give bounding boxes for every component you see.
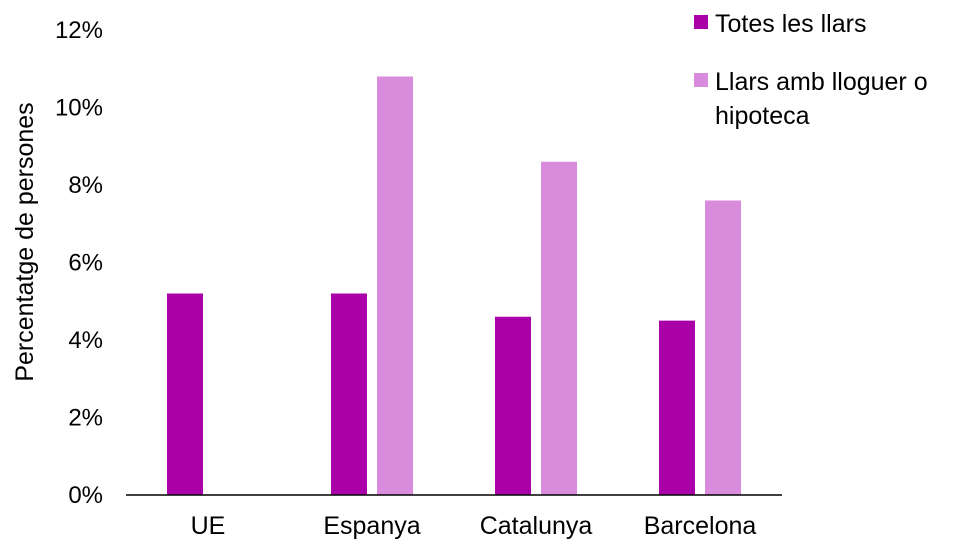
x-category-label: UE	[191, 512, 226, 540]
x-category-label: Barcelona	[644, 512, 757, 540]
y-tick-label: 10%	[55, 95, 103, 122]
bar-ue-series-1	[167, 293, 203, 495]
category-labels: UE Espanya Catalunya Barcelona	[191, 512, 757, 540]
legend-swatch	[694, 73, 708, 87]
legend-label: Llars amb lloguer o	[715, 68, 928, 96]
legend: Totes les llars Llars amb lloguer o hipote…	[694, 10, 928, 130]
legend-label: Totes les llars	[715, 10, 866, 38]
bar-barcelona-series-1	[659, 320, 695, 495]
y-tick-label: 8%	[68, 172, 103, 199]
bars	[167, 76, 741, 495]
legend-label: hipoteca	[715, 102, 810, 130]
bar-catalunya-series-2	[541, 161, 577, 495]
y-axis-label: Percentatge de persones	[11, 102, 39, 381]
y-tick-label: 4%	[68, 327, 103, 354]
bar-espanya-series-1	[331, 293, 367, 495]
y-axis-ticks: 0% 2% 4% 6% 8% 10% 12%	[55, 17, 103, 509]
x-category-label: Espanya	[323, 512, 420, 540]
bar-catalunya-series-1	[495, 316, 531, 495]
legend-swatch	[694, 15, 708, 29]
y-tick-label: 2%	[68, 405, 103, 432]
bar-espanya-series-2	[377, 76, 413, 495]
y-tick-label: 12%	[55, 17, 103, 44]
x-category-label: Catalunya	[480, 512, 593, 540]
bar-barcelona-series-2	[705, 200, 741, 495]
y-tick-label: 6%	[68, 250, 103, 277]
y-tick-label: 0%	[68, 482, 103, 509]
